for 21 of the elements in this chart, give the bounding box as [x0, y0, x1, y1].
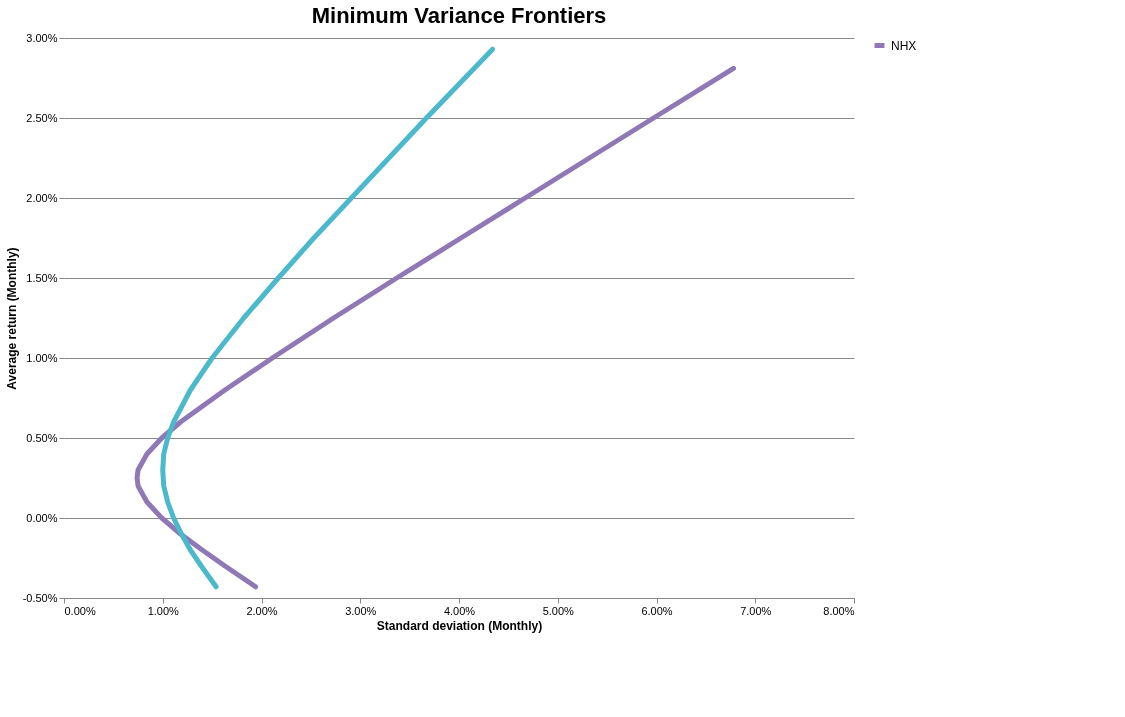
- y-tick-label: 3.00%: [26, 31, 58, 44]
- x-tick-label: 3.00%: [345, 604, 377, 617]
- y-tick-label: 2.00%: [26, 191, 58, 204]
- x-tick-label: 6.00%: [641, 604, 673, 617]
- x-tick-label: 5.00%: [542, 604, 575, 617]
- x-tick-label: 1.00%: [147, 604, 180, 617]
- y-tick-label: 2.50%: [26, 111, 58, 124]
- x-tick-label: 7.00%: [740, 604, 772, 617]
- x-axis-title: Standard deviation (Monthly): [376, 618, 543, 633]
- y-tick-label: 0.50%: [26, 431, 58, 444]
- x-tick-label: 0.00%: [64, 604, 96, 617]
- y-axis-title: Average return (Monthly): [4, 247, 19, 390]
- y-tick-label: 1.00%: [26, 351, 58, 364]
- y-tick-label: 1.50%: [26, 271, 58, 284]
- chart-title: Minimum Variance Frontiers: [311, 3, 607, 28]
- x-tick-label: 8.00%: [823, 604, 855, 617]
- y-tick-label: 0.00%: [26, 511, 58, 524]
- x-tick-label: 4.00%: [443, 604, 476, 617]
- legend-label: NHX: [891, 38, 917, 53]
- y-tick-label: -0.50%: [22, 591, 58, 604]
- x-tick-label: 2.00%: [246, 604, 278, 617]
